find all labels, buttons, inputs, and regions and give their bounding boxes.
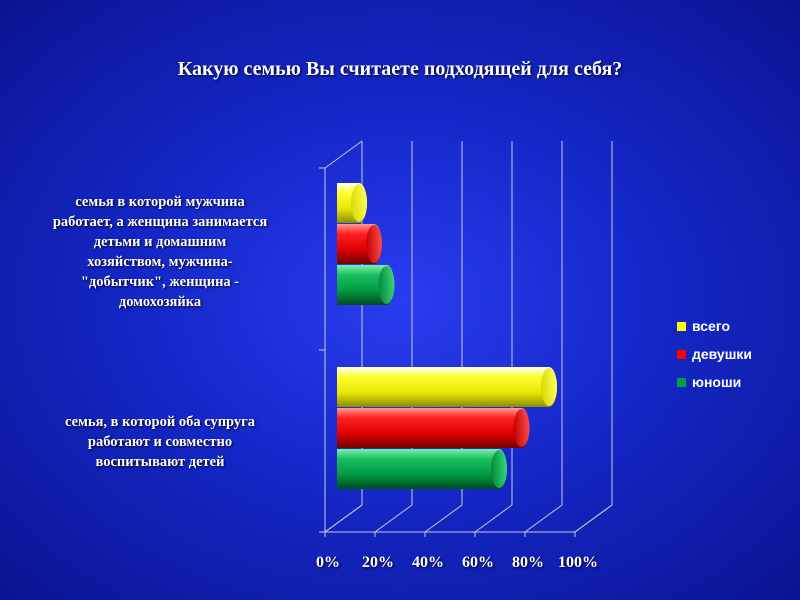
bar-всего-1	[337, 367, 557, 407]
category-label-line: хозяйством, мужчина-	[87, 254, 233, 270]
bar-девушки-0	[337, 224, 382, 264]
gridline-floor	[524, 504, 563, 533]
category-label-line: семья, в которой оба супруга	[64, 414, 256, 430]
bar-всего-0	[337, 183, 367, 223]
bar-body	[337, 367, 557, 407]
category-label-traditional-family: семья в которой мужчина работает, а женщи…	[10, 192, 310, 312]
gridline-floor	[424, 504, 463, 533]
chart-title: Какую семью Вы считаете подходящей для с…	[177, 58, 623, 80]
bar-body	[337, 449, 507, 489]
bar-end-cap	[366, 225, 382, 263]
gridline-floor	[474, 504, 513, 533]
bar-юноши-1	[337, 449, 507, 489]
category-label-line: семья в которой мужчина	[75, 194, 245, 210]
category-label-line: "добытчик", женщина -	[80, 274, 240, 290]
legend-item: девушки	[677, 346, 752, 366]
bar-end-cap	[351, 184, 367, 222]
bar-end-cap	[513, 409, 530, 447]
bar-end-cap	[378, 266, 395, 304]
legend-label: всего	[692, 318, 731, 334]
side-wall-edge	[324, 140, 363, 169]
category-label-dual-career-family: семья, в которой оба супруга работают и с…	[10, 412, 310, 472]
x-tick-label: 100%	[558, 554, 598, 571]
bar-end-cap	[541, 368, 557, 406]
category-label-line: работает, а женщина занимается	[52, 214, 268, 230]
x-tick-label: 60%	[462, 554, 494, 571]
x-tick-label: 40%	[412, 554, 444, 571]
legend-label: юноши	[692, 374, 742, 390]
legend-swatch	[677, 321, 686, 331]
category-label-line: домохозяйка	[118, 294, 202, 310]
bar-девушки-1	[337, 408, 530, 448]
bar-body	[337, 408, 530, 448]
legend-swatch	[677, 377, 686, 387]
legend-item: юноши	[677, 374, 741, 394]
x-tick-label: 20%	[362, 554, 394, 571]
legend-label: девушки	[692, 346, 752, 362]
x-tick-label: 0%	[316, 554, 340, 571]
category-label-line: воспитывают детей	[95, 454, 225, 470]
floor-edge	[574, 504, 613, 533]
bar-юноши-0	[337, 265, 395, 305]
x-tick-label: 80%	[512, 554, 544, 571]
legend-item: всего	[677, 318, 730, 338]
gridline-floor	[374, 504, 413, 533]
chart-bars	[337, 183, 557, 489]
bar-end-cap	[491, 450, 507, 488]
gridline-floor	[324, 504, 363, 533]
category-label-line: работают и совместно	[87, 434, 233, 450]
category-label-line: детьми и домашним	[93, 234, 227, 250]
legend-swatch	[677, 349, 686, 359]
